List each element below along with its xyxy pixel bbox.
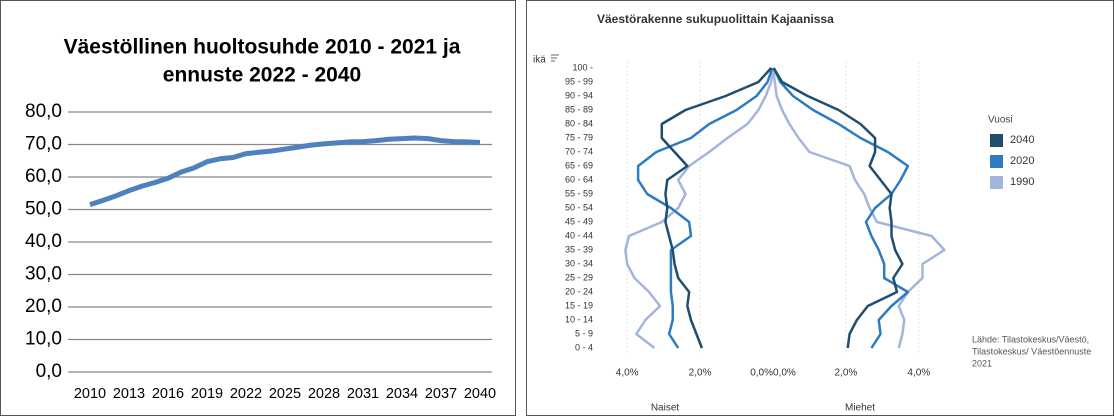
y-tick-label: 70,0 [25,134,62,155]
x-tick-label: 2013 [113,386,145,402]
chart-title: Väestöllinen huoltosuhde 2010 - 2021 ja [64,36,461,59]
y-tick-label: 5 - 9 [575,328,593,338]
chart-title: Väestörakenne sukupuolittain Kajaanissa [597,12,834,26]
x-tick-label: 2037 [425,386,457,402]
y-tick-label: 20,0 [25,296,62,317]
source-note: Tilastokeskus/ Väestöennuste [972,346,1091,356]
legend-label: 2020 [1010,155,1034,167]
y-tick-label: 35 - 39 [565,244,593,254]
legend-title: Vuosi [988,115,1013,126]
sort-icon [551,54,559,62]
data-line [660,67,773,349]
source-note: Lähde: Tilastokeskus/Väestö, [972,334,1089,344]
y-tick-label: 100 - [572,62,593,72]
left-frame [0,0,516,416]
y-tick-label: 30 - 34 [565,258,593,268]
x-tick-label: 2031 [347,386,379,402]
y-tick-label: 50 - 54 [565,202,593,212]
x-tick-label: 2034 [386,386,418,402]
y-tick-label: 10 - 14 [565,314,593,324]
x-tick-label: 2016 [152,386,184,402]
data-line [624,67,775,349]
legend-swatch [990,176,1003,189]
data-line [89,135,481,208]
x-tick-label: 2028 [308,386,340,402]
y-tick-label: 40,0 [25,231,62,252]
data-line [771,67,946,349]
x-tick-label: 2,0% [835,368,858,379]
y-tick-label: 30,0 [25,264,62,285]
y-tick-label: 65 - 69 [565,160,593,170]
y-tick-label: 85 - 89 [565,104,593,114]
y-tick-label: 60,0 [25,166,62,187]
y-tick-label: 45 - 49 [565,216,593,226]
x-tick-label: 2022 [230,386,262,402]
y-tick-label: 80,0 [25,101,62,122]
legend-label: 1990 [1010,176,1034,188]
x-tick-label: 2,0% [689,368,712,379]
x-tick-label: 0,0% [750,368,773,379]
y-tick-label: 80 - 84 [565,118,593,128]
x-tick-label: 4,0% [907,368,930,379]
y-tick-label: 40 - 44 [565,230,593,240]
x-tick-label: 0,0% [773,368,796,379]
y-tick-label: 70 - 74 [565,146,593,156]
y-tick-label: 55 - 59 [565,188,593,198]
y-tick-label: 95 - 99 [565,76,593,86]
y-tick-label: 90 - 94 [565,90,593,100]
legend-swatch [990,134,1003,147]
y-tick-label: 75 - 79 [565,132,593,142]
right-frame [526,0,1114,416]
data-line [772,67,910,349]
x-tick-label: 2019 [191,386,223,402]
x-tick-label: 2040 [464,386,496,402]
data-line [772,67,904,349]
y-tick-label: 0,0 [36,361,62,382]
y-tick-label: 0 - 4 [575,342,593,352]
y-tick-label: 50,0 [25,199,62,220]
data-line [636,67,774,349]
legend-swatch [990,155,1003,168]
y-tick-label: 10,0 [25,329,62,350]
x-tick-label: 2025 [269,386,301,402]
legend-label: 2040 [1010,134,1034,146]
y-axis-label: ikä [533,55,546,66]
y-tick-label: 15 - 19 [565,300,593,310]
y-tick-label: 60 - 64 [565,174,593,184]
side-label: Miehet [845,403,875,414]
side-label: Naiset [651,403,680,414]
y-tick-label: 25 - 29 [565,272,593,282]
source-note: 2021 [972,358,992,368]
x-tick-label: 4,0% [616,368,639,379]
y-tick-label: 20 - 24 [565,286,593,296]
x-tick-label: 2010 [74,386,106,402]
chart-title: ennuste 2022 - 2040 [163,64,361,87]
